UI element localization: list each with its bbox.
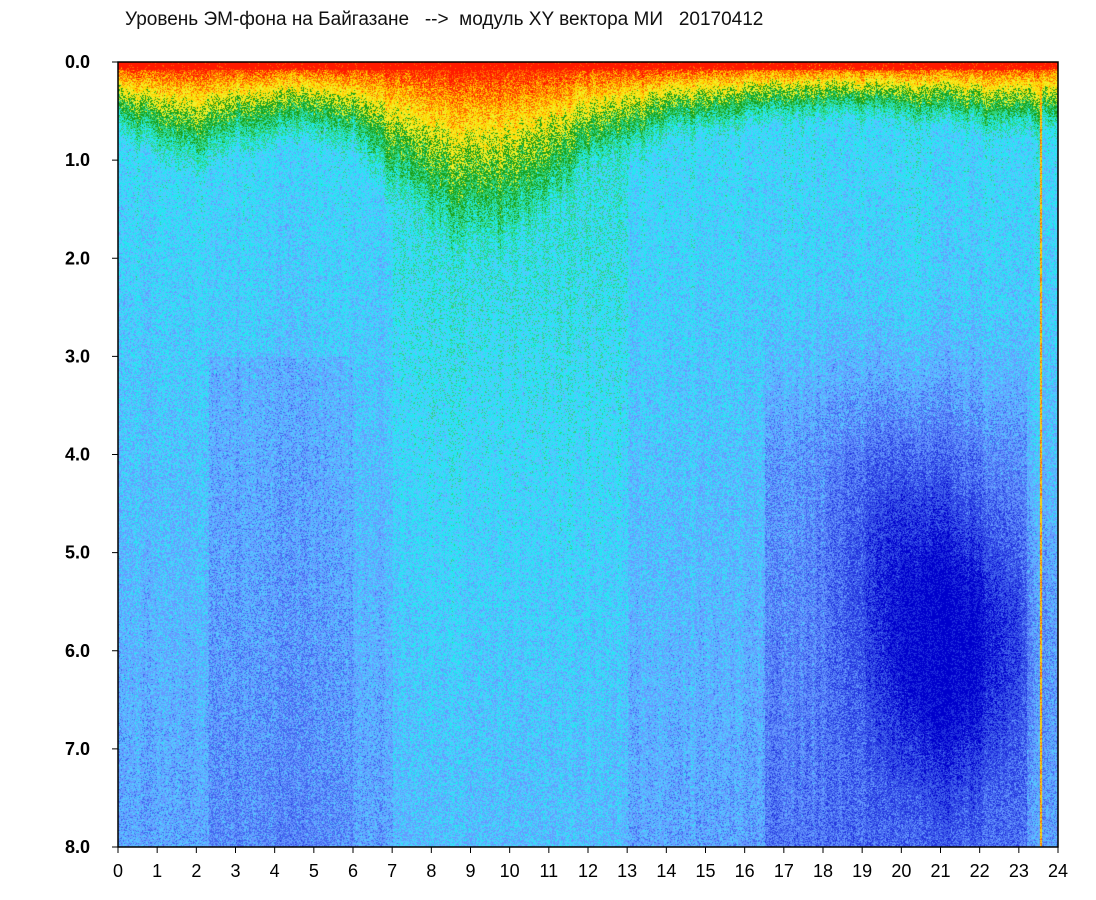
y-tick-label: 6.0 — [65, 641, 90, 661]
y-tick-label: 5.0 — [65, 543, 90, 563]
x-tick-label: 5 — [309, 861, 319, 881]
x-tick-label: 18 — [813, 861, 833, 881]
x-tick-label: 0 — [113, 861, 123, 881]
x-tick-label: 12 — [578, 861, 598, 881]
y-tick-label: 4.0 — [65, 445, 90, 465]
heatmap-image — [118, 62, 1058, 847]
x-tick-label: 6 — [348, 861, 358, 881]
x-tick-label: 13 — [617, 861, 637, 881]
x-tick-label: 11 — [539, 861, 558, 881]
x-tick-label: 19 — [852, 861, 872, 881]
x-tick-label: 20 — [891, 861, 911, 881]
x-tick-label: 4 — [270, 861, 280, 881]
x-tick-label: 15 — [695, 861, 715, 881]
x-axis: 0 1 2 3 4 5 6 7 8 9 10 11 12 13 14 15 16 17 18 19 20 21 22 23 24 — [113, 847, 1068, 881]
x-tick-label: 7 — [387, 861, 397, 881]
x-tick-label: 3 — [230, 861, 240, 881]
y-tick-label: 1.0 — [65, 150, 90, 170]
x-tick-label: 24 — [1048, 861, 1068, 881]
x-tick-label: 14 — [656, 861, 676, 881]
y-tick-label: 3.0 — [65, 346, 90, 366]
y-tick-label: 7.0 — [65, 739, 90, 759]
x-tick-label: 16 — [735, 861, 755, 881]
heatmap-raster — [118, 62, 1058, 847]
y-tick-label: 2.0 — [65, 248, 90, 268]
x-tick-label: 8 — [426, 861, 436, 881]
x-tick-label: 9 — [465, 861, 475, 881]
y-tick-label: 0.0 — [65, 52, 90, 72]
x-tick-label: 21 — [930, 861, 950, 881]
x-tick-label: 1 — [152, 861, 162, 881]
y-axis: 0.0 1.0 2.0 3.0 4.0 5.0 6.0 7.0 8.0 — [65, 52, 118, 857]
x-tick-label: 2 — [191, 861, 201, 881]
chart-title: Уровень ЭМ-фона на Байгазане --> модуль … — [125, 9, 764, 30]
x-tick-label: 10 — [500, 861, 520, 881]
y-tick-label: 8.0 — [65, 837, 90, 857]
x-tick-label: 23 — [1009, 861, 1029, 881]
x-tick-label: 22 — [970, 861, 990, 881]
x-tick-label: 17 — [774, 861, 794, 881]
